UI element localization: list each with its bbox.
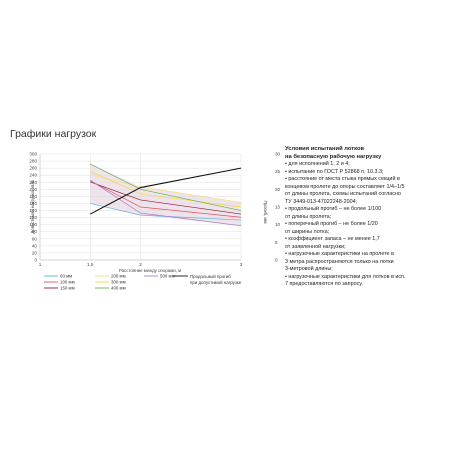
- test-conditions-panel: Условия испытаний лотков на безопасную р…: [285, 146, 453, 289]
- y-right-tick-label: 5: [275, 240, 278, 245]
- legend-label: 400 мм: [111, 286, 126, 291]
- y-left-tick-label: 220: [29, 180, 37, 185]
- x-axis-ticks: 1 1,5 2 3: [39, 262, 243, 267]
- y-right-tick-label: 25: [275, 169, 281, 174]
- series-line-4: [90, 170, 242, 208]
- test-condition-line: ТУ 3449-013-47022248-2004;: [285, 198, 358, 205]
- legend-label: 300 мм: [111, 280, 126, 285]
- legend-item: 300 мм: [95, 280, 126, 285]
- y-left-tick-label: 20: [32, 250, 38, 255]
- legend-label-deflection-line2: при допустимой нагрузке: [190, 280, 242, 285]
- y-left-tick-label: 0: [34, 258, 37, 263]
- test-condition-line: • нагрузочные характеристики для лотков …: [285, 273, 406, 280]
- y-left-tick-label: 40: [32, 243, 38, 248]
- left-axis-ticks: 0 20 40 60 80 100 120 140 160 180 200 220 240 260 280 3…: [29, 152, 37, 263]
- y-axis-right-label: Прогиб, мм: [263, 200, 268, 223]
- test-conditions-title-line2: на безопасную рабочую нагрузку: [285, 153, 382, 160]
- legend-label-deflection-line1: Продольный прогиб: [190, 274, 231, 279]
- test-condition-line: • расстояние от места стыка прямых секци…: [285, 176, 400, 182]
- legend-label: 100 мм: [60, 280, 75, 285]
- legend-item: 500 мм: [144, 274, 175, 279]
- legend-item: 200 мм: [95, 274, 126, 279]
- test-condition-line: • поперечный прогиб – не более 1/20: [285, 221, 378, 227]
- x-tick-label: 1,5: [87, 262, 94, 267]
- series-lines: [89, 163, 242, 227]
- legend-label: 60 мм: [60, 274, 72, 279]
- series-line-2: [90, 181, 242, 215]
- chart-grid: [39, 153, 242, 261]
- series-line-7: [89, 167, 242, 215]
- test-condition-line: • для исполнений 1, 2 и 4;: [285, 161, 350, 167]
- y-left-tick-label: 300: [29, 152, 37, 157]
- y-left-tick-label: 240: [29, 173, 37, 178]
- series-line-0: [90, 203, 242, 221]
- y-left-tick-label: 280: [29, 159, 37, 164]
- y-right-tick-label: 15: [275, 205, 281, 210]
- legend-item: 150 мм: [44, 286, 75, 291]
- test-condition-line: 3-метровой длины;: [285, 266, 333, 272]
- test-condition-line: 7 предоставляются по запросу.: [285, 281, 363, 287]
- test-condition-line: от длины пролета, схемы испытаний соглас…: [285, 191, 401, 197]
- legend-item-deflection: Продольный прогиб при допустимой нагрузк…: [173, 274, 242, 285]
- series-line-1: [90, 180, 242, 218]
- test-condition-line: от ширины лотка;: [285, 228, 330, 235]
- x-axis-label: Расстояние между опорами, м: [119, 268, 181, 273]
- series-line-5: [90, 163, 242, 211]
- test-condition-line: • нагрузочные характеристики на пролете …: [285, 251, 394, 257]
- y-right-tick-label: 10: [275, 222, 281, 227]
- right-axis-ticks: 0 5 10 15 20 25 30: [275, 152, 281, 263]
- series-line-6: [90, 179, 242, 227]
- test-condition-line: • испытание по ГОСТ Р 52868 п. 10.3.3;: [285, 168, 384, 175]
- legend-item: 400 мм: [95, 286, 126, 291]
- test-condition-line: • продольный прогиб – не более 1/100: [285, 206, 382, 212]
- y-right-tick-label: 30: [275, 152, 281, 157]
- test-condition-line: • коэффициент запаса – не менее 1,7: [285, 236, 380, 242]
- legend-item: 60 мм: [44, 274, 72, 279]
- x-tick-label: 2: [139, 262, 142, 267]
- y-left-tick-label: 200: [29, 187, 37, 192]
- y-right-tick-label: 0: [275, 258, 278, 263]
- y-left-tick-label: 60: [32, 236, 38, 241]
- y-left-tick-label: 160: [29, 201, 37, 206]
- x-tick-label: 3: [240, 262, 243, 267]
- x-tick-label: 1: [39, 262, 42, 267]
- y-left-tick-label: 120: [29, 215, 37, 220]
- page-heading: Графики нагрузок: [10, 128, 97, 140]
- y-left-tick-label: 180: [29, 194, 37, 199]
- test-condition-line: от заявленной нагрузки;: [285, 243, 346, 250]
- test-condition-line: от длины пролета;: [285, 213, 332, 220]
- test-condition-line: 3 метра распространяются только на лотки: [285, 258, 394, 265]
- y-right-tick-label: 20: [275, 187, 281, 192]
- legend-item: 100 мм: [44, 280, 75, 285]
- legend-label: 150 мм: [60, 286, 75, 291]
- legend-label: 200 мм: [111, 274, 126, 279]
- y-left-tick-label: 260: [29, 166, 37, 171]
- y-left-tick-label: 80: [32, 229, 38, 234]
- test-conditions-title-line1: Условия испытаний лотков: [285, 146, 365, 152]
- y-axis-left-label: Допустимая нагрузка, кг/м: [30, 180, 35, 233]
- y-left-tick-label: 140: [29, 208, 37, 213]
- y-left-tick-label: 100: [29, 222, 37, 227]
- test-condition-line: концевом пролете до опоры составляет 1/4…: [285, 183, 405, 190]
- test-conditions-list: • для исполнений 1, 2 и 4; • испытание по…: [285, 161, 453, 289]
- legend-label: 500 мм: [160, 274, 175, 279]
